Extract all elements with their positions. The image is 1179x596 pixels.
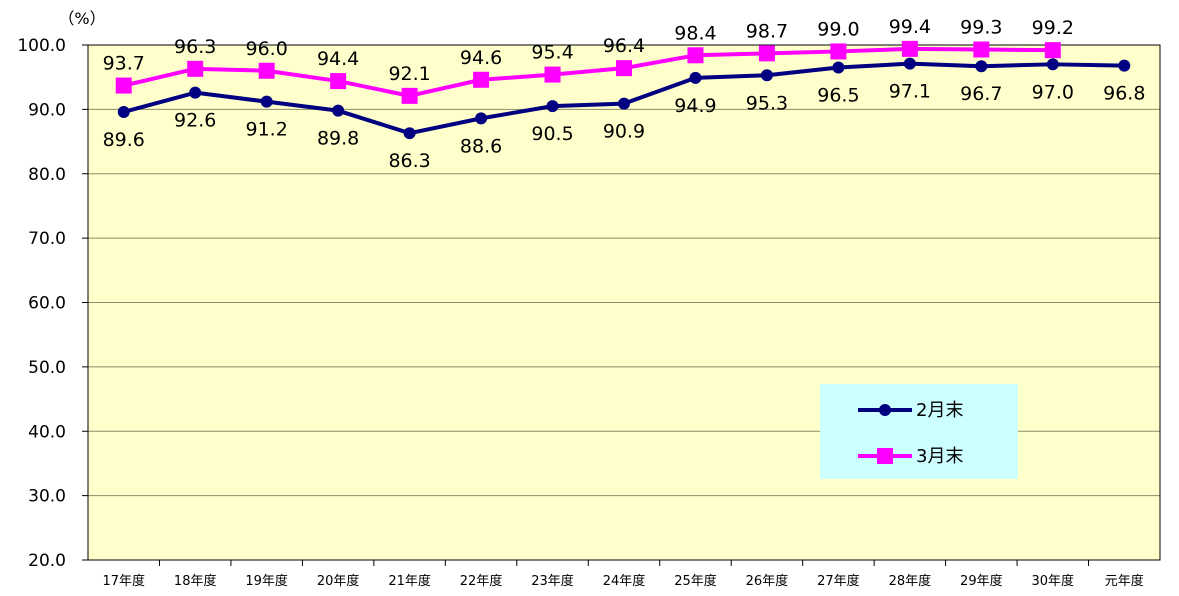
data-label-3gatsumatsu: 92.1 <box>388 63 430 85</box>
data-label-2gatsumatsu: 89.6 <box>103 129 145 151</box>
x-tick-label: 29年度 <box>960 573 1003 589</box>
data-label-2gatsumatsu: 96.5 <box>817 85 859 107</box>
point-3gatsumatsu <box>901 40 918 57</box>
x-tick-label: 22年度 <box>460 573 503 589</box>
data-label-3gatsumatsu: 99.4 <box>889 16 931 38</box>
point-3gatsumatsu <box>115 77 132 94</box>
point-3gatsumatsu <box>973 41 990 58</box>
data-label-3gatsumatsu: 98.4 <box>674 22 716 44</box>
y-tick-label: 80.0 <box>28 165 66 185</box>
legend-box <box>820 384 1018 479</box>
y-tick-label: 50.0 <box>28 358 66 378</box>
data-label-3gatsumatsu: 99.2 <box>1032 17 1074 39</box>
y-tick-label: 30.0 <box>28 487 66 507</box>
data-label-3gatsumatsu: 96.4 <box>603 35 645 57</box>
legend-marker-3gatsumatsu <box>877 448 893 464</box>
point-3gatsumatsu <box>758 45 775 62</box>
data-label-2gatsumatsu: 92.6 <box>174 110 216 132</box>
point-3gatsumatsu <box>187 60 204 77</box>
point-3gatsumatsu <box>401 87 418 104</box>
data-label-3gatsumatsu: 96.0 <box>246 38 288 60</box>
point-2gatsumatsu <box>1046 58 1059 71</box>
data-label-3gatsumatsu: 99.3 <box>960 17 1002 39</box>
data-label-2gatsumatsu: 96.8 <box>1103 83 1145 105</box>
data-label-2gatsumatsu: 90.9 <box>603 121 645 143</box>
point-2gatsumatsu <box>546 100 559 113</box>
point-2gatsumatsu <box>475 112 488 125</box>
data-label-3gatsumatsu: 99.0 <box>817 18 859 40</box>
x-tick-label: 21年度 <box>388 573 431 589</box>
point-2gatsumatsu <box>1118 59 1131 72</box>
x-tick-label: 28年度 <box>889 573 932 589</box>
data-label-2gatsumatsu: 91.2 <box>246 119 288 141</box>
point-2gatsumatsu <box>189 86 202 99</box>
unit-label: （%） <box>58 9 105 28</box>
point-3gatsumatsu <box>830 43 847 60</box>
point-2gatsumatsu <box>760 69 773 82</box>
x-tick-label: 元年度 <box>1105 573 1144 589</box>
y-tick-label: 60.0 <box>28 294 66 314</box>
point-2gatsumatsu <box>403 127 416 140</box>
data-label-3gatsumatsu: 94.4 <box>317 48 359 70</box>
series-line-3gatsumatsu <box>123 46 1053 98</box>
x-tick-label: 20年度 <box>317 573 360 589</box>
legend-label-2gatsumatsu: 2月末 <box>916 400 963 421</box>
point-2gatsumatsu <box>618 97 630 110</box>
x-tick-label: 23年度 <box>531 573 574 589</box>
x-tick-label: 17年度 <box>102 573 145 589</box>
point-3gatsumatsu <box>687 47 704 64</box>
data-label-2gatsumatsu: 96.7 <box>960 83 1002 105</box>
x-tick-label: 27年度 <box>817 573 860 589</box>
point-2gatsumatsu <box>689 71 702 84</box>
point-3gatsumatsu <box>330 73 347 90</box>
legend-label-3gatsumatsu: 3月末 <box>916 446 963 467</box>
data-label-3gatsumatsu: 96.3 <box>174 36 216 58</box>
data-label-2gatsumatsu: 97.1 <box>889 81 931 103</box>
x-tick-label: 30年度 <box>1032 573 1075 589</box>
y-tick-label: 90.0 <box>28 100 66 120</box>
data-label-3gatsumatsu: 95.4 <box>531 42 573 64</box>
point-3gatsumatsu <box>258 62 275 79</box>
data-label-2gatsumatsu: 90.5 <box>531 123 573 145</box>
y-tick-label: 40.0 <box>28 422 66 442</box>
point-3gatsumatsu <box>1044 42 1061 59</box>
x-tick-label: 26年度 <box>746 573 789 589</box>
x-tick-label: 19年度 <box>245 573 288 589</box>
y-tick-label: 20.0 <box>28 551 66 571</box>
data-label-2gatsumatsu: 86.3 <box>388 150 430 172</box>
data-label-2gatsumatsu: 88.6 <box>460 135 502 157</box>
legend-marker-2gatsumatsu <box>879 404 891 416</box>
data-label-3gatsumatsu: 93.7 <box>103 53 145 75</box>
point-2gatsumatsu <box>260 95 273 108</box>
point-2gatsumatsu <box>975 60 988 73</box>
point-3gatsumatsu <box>473 71 490 88</box>
y-tick-label: 70.0 <box>28 229 66 249</box>
x-tick-label: 25年度 <box>674 573 717 589</box>
point-2gatsumatsu <box>332 104 345 117</box>
point-2gatsumatsu <box>903 57 916 70</box>
x-tick-label: 24年度 <box>603 573 646 589</box>
data-label-2gatsumatsu: 97.0 <box>1032 81 1074 103</box>
point-3gatsumatsu <box>544 66 561 83</box>
data-label-2gatsumatsu: 95.3 <box>746 92 788 114</box>
data-label-3gatsumatsu: 98.7 <box>746 20 788 42</box>
y-tick-label: 100.0 <box>17 36 66 56</box>
x-tick-label: 18年度 <box>174 573 217 589</box>
point-3gatsumatsu <box>616 60 632 77</box>
point-2gatsumatsu <box>117 105 130 118</box>
point-2gatsumatsu <box>832 61 845 74</box>
data-label-2gatsumatsu: 89.8 <box>317 128 359 150</box>
data-label-3gatsumatsu: 94.6 <box>460 47 502 69</box>
data-label-2gatsumatsu: 94.9 <box>674 95 716 117</box>
